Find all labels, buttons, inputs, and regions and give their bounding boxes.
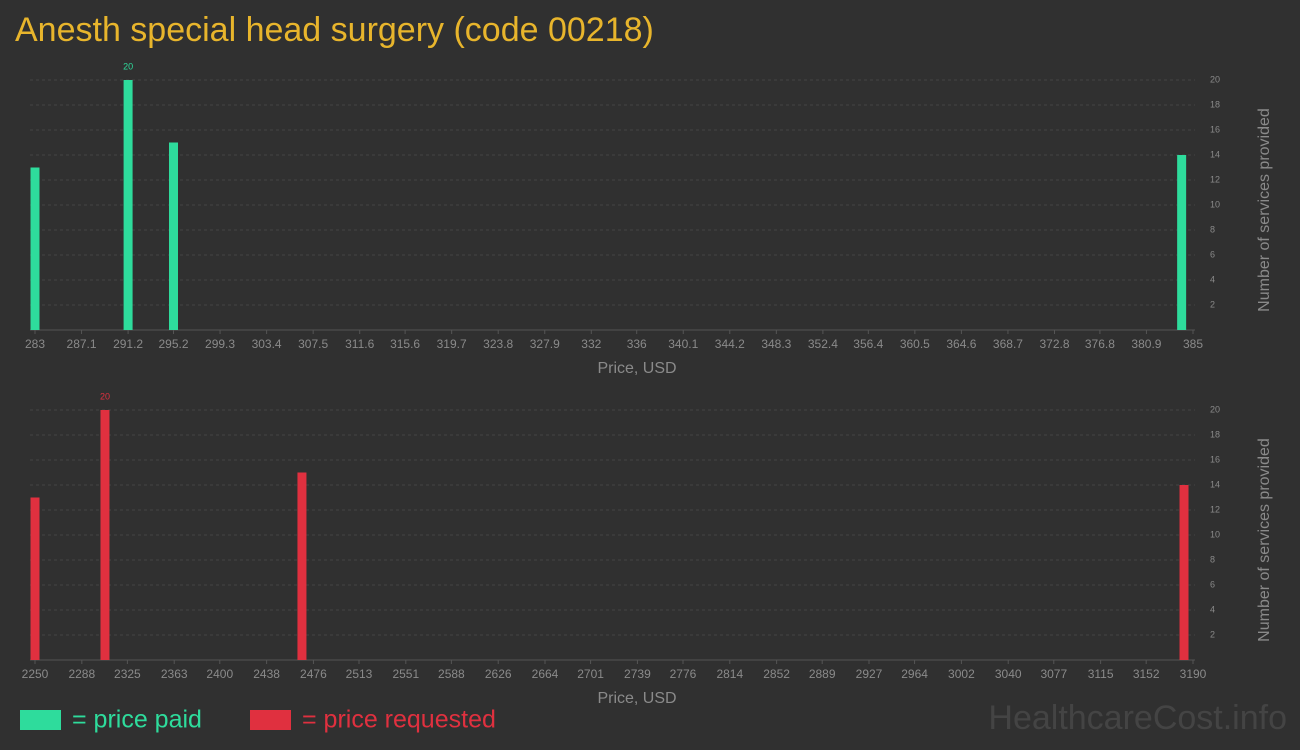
bar xyxy=(1179,485,1189,660)
x-tick-label: 3002 xyxy=(948,667,975,681)
y-tick-label: 8 xyxy=(1210,224,1215,234)
legend-swatch xyxy=(250,710,291,730)
x-tick-label: 2288 xyxy=(68,667,95,681)
x-tick-label: 283 xyxy=(25,337,45,351)
y-tick-label: 16 xyxy=(1210,124,1220,134)
bar xyxy=(169,142,179,330)
x-axis-label: Price, USD xyxy=(597,360,676,377)
x-tick-label: 332 xyxy=(581,337,601,351)
x-tick-label: 303.4 xyxy=(252,337,282,351)
x-tick-label: 319.7 xyxy=(437,337,467,351)
y-tick-label: 12 xyxy=(1210,174,1220,184)
x-tick-label: 2739 xyxy=(624,667,651,681)
value-label: 20 xyxy=(123,61,133,71)
x-tick-label: 356.4 xyxy=(853,337,883,351)
x-tick-label: 2438 xyxy=(253,667,280,681)
x-tick-label: 307.5 xyxy=(298,337,328,351)
x-tick-label: 2363 xyxy=(161,667,188,681)
x-tick-label: 2776 xyxy=(670,667,697,681)
x-tick-label: 376.8 xyxy=(1085,337,1115,351)
x-tick-label: 2250 xyxy=(22,667,49,681)
x-tick-label: 3115 xyxy=(1088,667,1114,681)
y-tick-label: 14 xyxy=(1210,149,1220,159)
x-tick-label: 336 xyxy=(627,337,647,351)
x-tick-label: 2476 xyxy=(300,667,327,681)
x-tick-label: 348.3 xyxy=(761,337,791,351)
x-tick-label: 372.8 xyxy=(1039,337,1069,351)
x-tick-label: 368.7 xyxy=(993,337,1023,351)
y-tick-label: 6 xyxy=(1210,579,1215,589)
y-tick-label: 18 xyxy=(1210,429,1220,439)
x-tick-label: 315.6 xyxy=(390,337,420,351)
legend-label: = price paid xyxy=(72,706,202,734)
y-tick-label: 12 xyxy=(1210,504,1220,514)
x-tick-label: 385 xyxy=(1183,337,1203,351)
watermark: HealthcareCost.info xyxy=(988,699,1287,737)
x-axis-label: Price, USD xyxy=(597,690,676,707)
bar xyxy=(123,80,133,330)
x-tick-label: 3077 xyxy=(1040,667,1067,681)
page-title: Anesth special head surgery (code 00218) xyxy=(15,11,654,49)
y-tick-label: 10 xyxy=(1210,529,1220,539)
x-tick-label: 2701 xyxy=(577,667,604,681)
x-tick-label: 295.2 xyxy=(158,337,188,351)
y-tick-label: 4 xyxy=(1210,604,1215,614)
y-tick-label: 20 xyxy=(1210,404,1220,414)
x-tick-label: 287.1 xyxy=(67,337,97,351)
x-tick-label: 360.5 xyxy=(900,337,930,351)
x-tick-label: 352.4 xyxy=(808,337,838,351)
y-tick-label: 18 xyxy=(1210,99,1220,109)
legend-swatch xyxy=(20,710,61,730)
x-tick-label: 2400 xyxy=(206,667,233,681)
y-tick-label: 20 xyxy=(1210,74,1220,84)
y-tick-label: 10 xyxy=(1210,199,1220,209)
bar xyxy=(297,472,307,660)
x-tick-label: 2964 xyxy=(901,667,928,681)
x-tick-label: 3190 xyxy=(1180,667,1207,681)
x-tick-label: 299.3 xyxy=(205,337,235,351)
x-tick-label: 2664 xyxy=(532,667,559,681)
x-tick-label: 2588 xyxy=(438,667,465,681)
x-tick-label: 2889 xyxy=(809,667,836,681)
x-tick-label: 291.2 xyxy=(113,337,143,351)
x-tick-label: 327.9 xyxy=(530,337,560,351)
y-axis-label: Number of services provided xyxy=(1256,108,1273,312)
bar xyxy=(30,167,40,330)
y-tick-label: 2 xyxy=(1210,629,1215,639)
y-axis-label: Number of services provided xyxy=(1256,438,1273,642)
x-tick-label: 2513 xyxy=(346,667,373,681)
x-tick-label: 380.9 xyxy=(1131,337,1161,351)
bar xyxy=(1177,155,1187,330)
legend-label: = price requested xyxy=(302,706,496,734)
x-tick-label: 2551 xyxy=(392,667,419,681)
x-tick-label: 2852 xyxy=(763,667,790,681)
y-tick-label: 2 xyxy=(1210,299,1215,309)
x-tick-label: 2325 xyxy=(114,667,141,681)
y-tick-label: 14 xyxy=(1210,479,1220,489)
x-tick-label: 311.6 xyxy=(345,337,374,351)
bar xyxy=(100,410,110,660)
x-tick-label: 323.8 xyxy=(483,337,513,351)
y-tick-label: 6 xyxy=(1210,249,1215,259)
bar xyxy=(30,497,40,660)
y-tick-label: 16 xyxy=(1210,454,1220,464)
value-label: 20 xyxy=(100,391,110,401)
x-tick-label: 340.1 xyxy=(668,337,698,351)
x-tick-label: 2927 xyxy=(856,667,883,681)
x-tick-label: 344.2 xyxy=(715,337,745,351)
y-tick-label: 8 xyxy=(1210,554,1215,564)
x-tick-label: 2626 xyxy=(485,667,512,681)
x-tick-label: 2814 xyxy=(716,667,743,681)
y-tick-label: 4 xyxy=(1210,274,1215,284)
x-tick-label: 3152 xyxy=(1133,667,1160,681)
x-tick-label: 3040 xyxy=(995,667,1022,681)
x-tick-label: 364.6 xyxy=(946,337,976,351)
